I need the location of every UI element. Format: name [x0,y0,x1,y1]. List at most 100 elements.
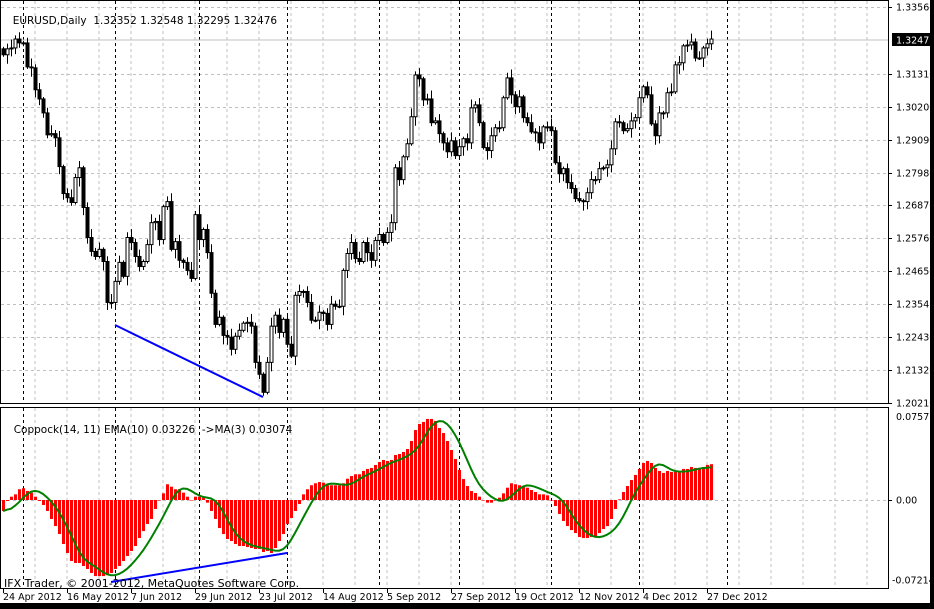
candle[interactable] [161,204,166,245]
candle[interactable] [457,139,462,158]
candle[interactable] [113,277,118,308]
candle[interactable] [429,90,434,127]
candle[interactable] [665,87,670,118]
candle[interactable] [185,257,190,276]
candle[interactable] [641,84,646,103]
candle[interactable] [369,244,374,268]
candle[interactable] [93,247,98,260]
candle[interactable] [97,242,102,259]
candle[interactable] [205,224,210,259]
candle[interactable] [581,198,586,211]
candle[interactable] [677,55,682,74]
candle[interactable] [561,166,566,182]
candle[interactable] [53,130,58,147]
candle[interactable] [489,127,494,159]
candle[interactable] [73,173,78,205]
candle[interactable] [41,96,46,118]
candle[interactable] [405,138,410,161]
candle[interactable] [325,308,330,331]
candle[interactable] [545,121,550,132]
candle[interactable] [281,317,286,338]
candle[interactable] [569,174,574,194]
candle[interactable] [201,227,206,248]
candle[interactable] [449,132,454,157]
candle[interactable] [237,323,242,340]
candle[interactable] [493,124,498,142]
candle[interactable] [633,114,638,129]
candle[interactable] [141,259,146,270]
candle[interactable] [693,38,698,62]
candle[interactable] [337,299,342,309]
candle[interactable] [261,372,266,396]
candle[interactable] [189,262,194,282]
candle[interactable] [45,107,50,139]
candle[interactable] [413,71,418,126]
candle[interactable] [505,72,510,100]
candle[interactable] [137,249,142,272]
candle[interactable] [653,120,658,145]
candle[interactable] [65,188,70,203]
candle[interactable] [145,239,150,264]
candle[interactable] [473,101,478,113]
candle[interactable] [521,94,526,123]
candle[interactable] [705,38,710,56]
candle[interactable] [437,114,442,143]
candle[interactable] [37,82,42,106]
candle[interactable] [249,313,254,334]
candle[interactable] [637,90,642,124]
candle[interactable] [461,136,466,156]
candle[interactable] [353,238,358,264]
candle[interactable] [377,227,382,246]
candle[interactable] [233,332,238,355]
candle[interactable] [645,81,650,99]
candle[interactable] [381,232,386,246]
candle[interactable] [661,110,666,120]
candle[interactable] [1,46,6,57]
candle[interactable] [165,196,170,211]
candle[interactable] [549,118,554,135]
candle[interactable] [277,308,282,339]
candle[interactable] [297,284,302,303]
candle[interactable] [697,51,702,61]
candle[interactable] [485,142,490,160]
candle[interactable] [629,112,634,138]
candle[interactable] [13,35,18,55]
candle[interactable] [69,189,74,206]
candle[interactable] [33,64,38,98]
candle[interactable] [345,248,350,279]
candle[interactable] [613,118,618,155]
candle[interactable] [357,251,362,265]
candle[interactable] [181,258,186,269]
candle[interactable] [85,202,90,244]
price-trendline[interactable] [114,324,264,398]
candle[interactable] [129,229,134,251]
candle[interactable] [533,128,538,142]
candle[interactable] [61,164,66,200]
candle[interactable] [101,247,106,271]
candle[interactable] [685,39,690,53]
candle[interactable] [501,95,506,132]
candle[interactable] [293,291,298,366]
candle[interactable] [121,260,126,279]
candle[interactable] [709,30,714,50]
candle[interactable] [469,99,474,150]
candle[interactable] [625,123,630,133]
candle[interactable] [317,305,322,330]
candle[interactable] [453,137,458,160]
candle[interactable] [397,160,402,186]
candle[interactable] [601,165,606,171]
candle[interactable] [341,268,346,316]
candle[interactable] [125,232,130,286]
candle[interactable] [57,131,62,175]
candle[interactable] [373,236,378,267]
candle[interactable] [77,160,82,187]
candle[interactable] [149,214,154,254]
candle[interactable] [133,238,138,263]
candle[interactable] [425,93,430,105]
candle[interactable] [269,317,274,372]
candle[interactable] [617,114,622,128]
candle[interactable] [557,155,562,183]
candle[interactable] [109,294,114,309]
candle[interactable] [689,33,694,50]
